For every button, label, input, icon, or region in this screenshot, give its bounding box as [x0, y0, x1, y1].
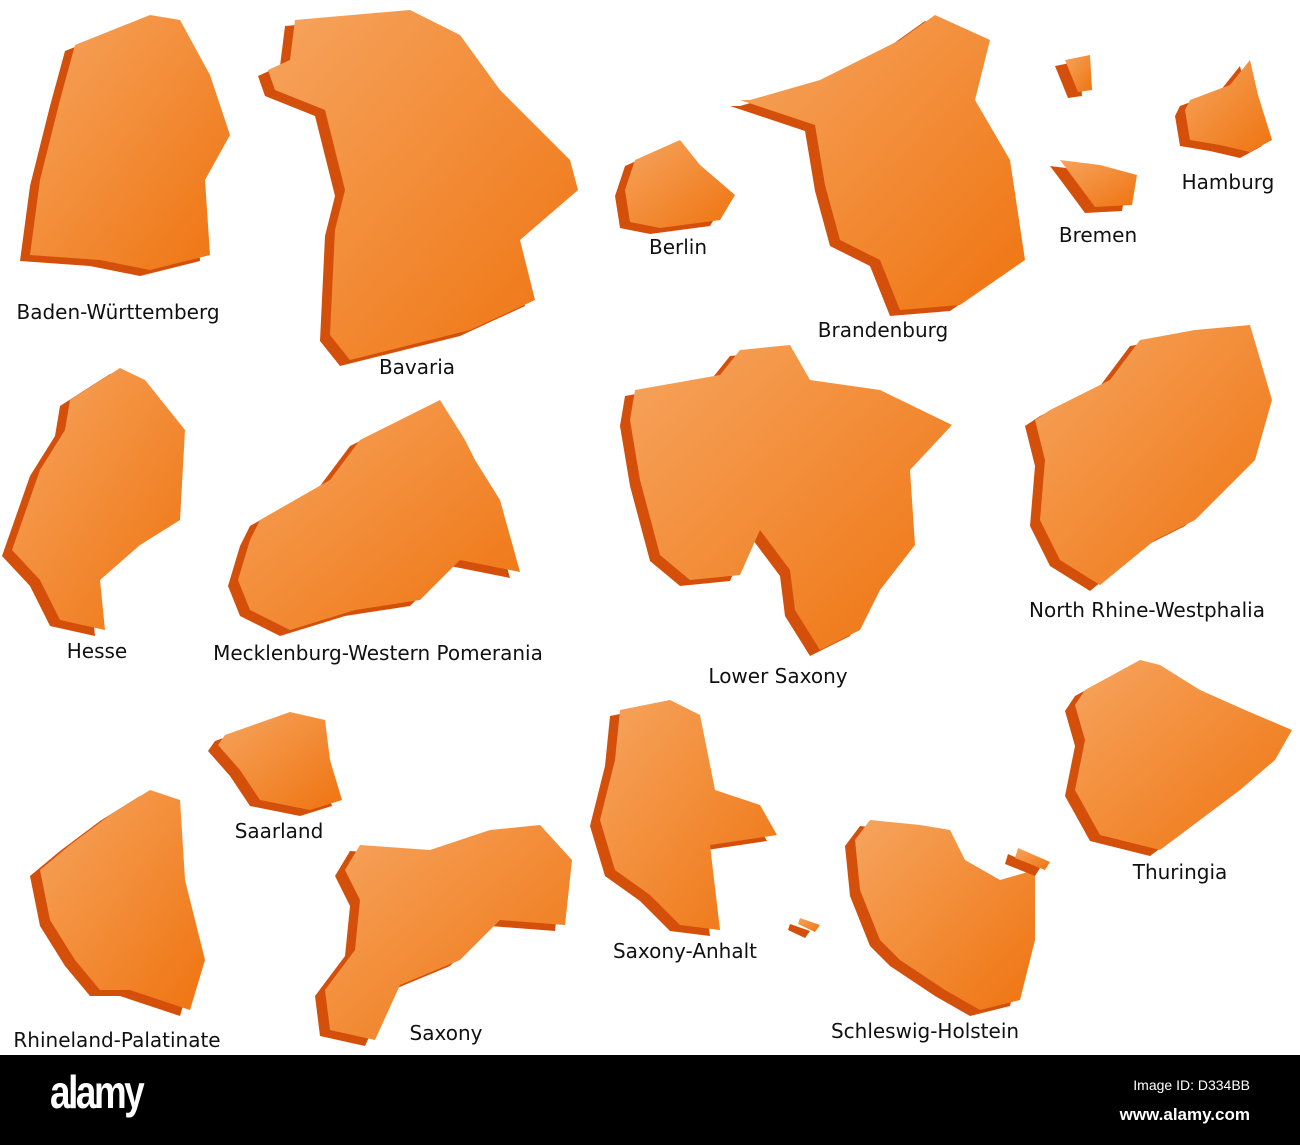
- state-shape: [1035, 325, 1272, 585]
- state-label: Hesse: [66, 639, 128, 663]
- state-label: Berlin: [648, 235, 708, 259]
- state-shape: [40, 790, 205, 1010]
- state-shape: [238, 400, 520, 630]
- state-saxony-anhalt: [590, 700, 777, 936]
- state-mecklenburg-western-pomerania: [228, 400, 520, 636]
- state-label: Bremen: [1058, 223, 1138, 247]
- state-hamburg: [1175, 60, 1272, 158]
- alamy-logo: alamy: [50, 1066, 145, 1118]
- state-shape: [1060, 160, 1137, 207]
- state-extrusion: [788, 924, 810, 938]
- state-shape: [325, 825, 572, 1040]
- state-label: Baden-Württemberg: [16, 300, 220, 324]
- footer-bar: alamy Image ID: D334BB www.alamy.com: [0, 1055, 1300, 1145]
- state-shape: [218, 712, 342, 810]
- state-label: Hamburg: [1181, 170, 1275, 194]
- state-label: Saarland: [234, 819, 324, 843]
- state-shape: [855, 820, 1035, 1010]
- state-shape: [12, 368, 185, 630]
- state-label: Bavaria: [378, 355, 456, 379]
- state-label: Saxony-Anhalt: [612, 939, 758, 963]
- state-shape: [1075, 660, 1292, 850]
- state-rhineland-palatinate: [30, 790, 205, 1016]
- state-shape: [600, 700, 777, 930]
- state-shape: [798, 918, 820, 932]
- state-bavaria: [258, 10, 578, 366]
- image-id: Image ID: D334BB: [1133, 1077, 1250, 1093]
- state-shape: [30, 15, 230, 270]
- state-shape: [1185, 60, 1272, 152]
- state-north-rhine-westphalia: [1025, 325, 1272, 591]
- state-saxony: [315, 825, 572, 1046]
- states-map: [2, 10, 1292, 1046]
- state-label: Schleswig-Holstein: [830, 1019, 1020, 1043]
- state-label: Brandenburg: [817, 318, 949, 342]
- state-shape: [740, 15, 1025, 310]
- state-bremen: [1050, 55, 1137, 213]
- state-shape: [625, 140, 735, 228]
- state-label: Mecklenburg-Western Pomerania: [213, 641, 543, 665]
- website: www.alamy.com: [1119, 1105, 1250, 1124]
- state-berlin: [615, 140, 735, 234]
- state-extrusion: [1005, 854, 1040, 876]
- state-baden-wurttemberg: [20, 15, 230, 276]
- state-shape: [1015, 848, 1050, 870]
- state-thuringia: [1065, 660, 1292, 856]
- state-label: North Rhine-Westphalia: [1029, 598, 1265, 622]
- state-shape: [630, 345, 952, 650]
- state-label: Rhineland-Palatinate: [13, 1028, 221, 1052]
- state-label: Lower Saxony: [708, 664, 848, 688]
- state-shape: [1065, 55, 1092, 92]
- state-shape: [268, 10, 578, 360]
- state-hesse: [2, 368, 185, 636]
- state-lower-saxony: [620, 345, 952, 656]
- state-label: Thuringia: [1132, 860, 1228, 884]
- state-label: Saxony: [409, 1021, 483, 1045]
- state-brandenburg: [730, 15, 1025, 316]
- state-schleswig-holstein: [788, 820, 1050, 1016]
- state-saarland: [208, 712, 342, 816]
